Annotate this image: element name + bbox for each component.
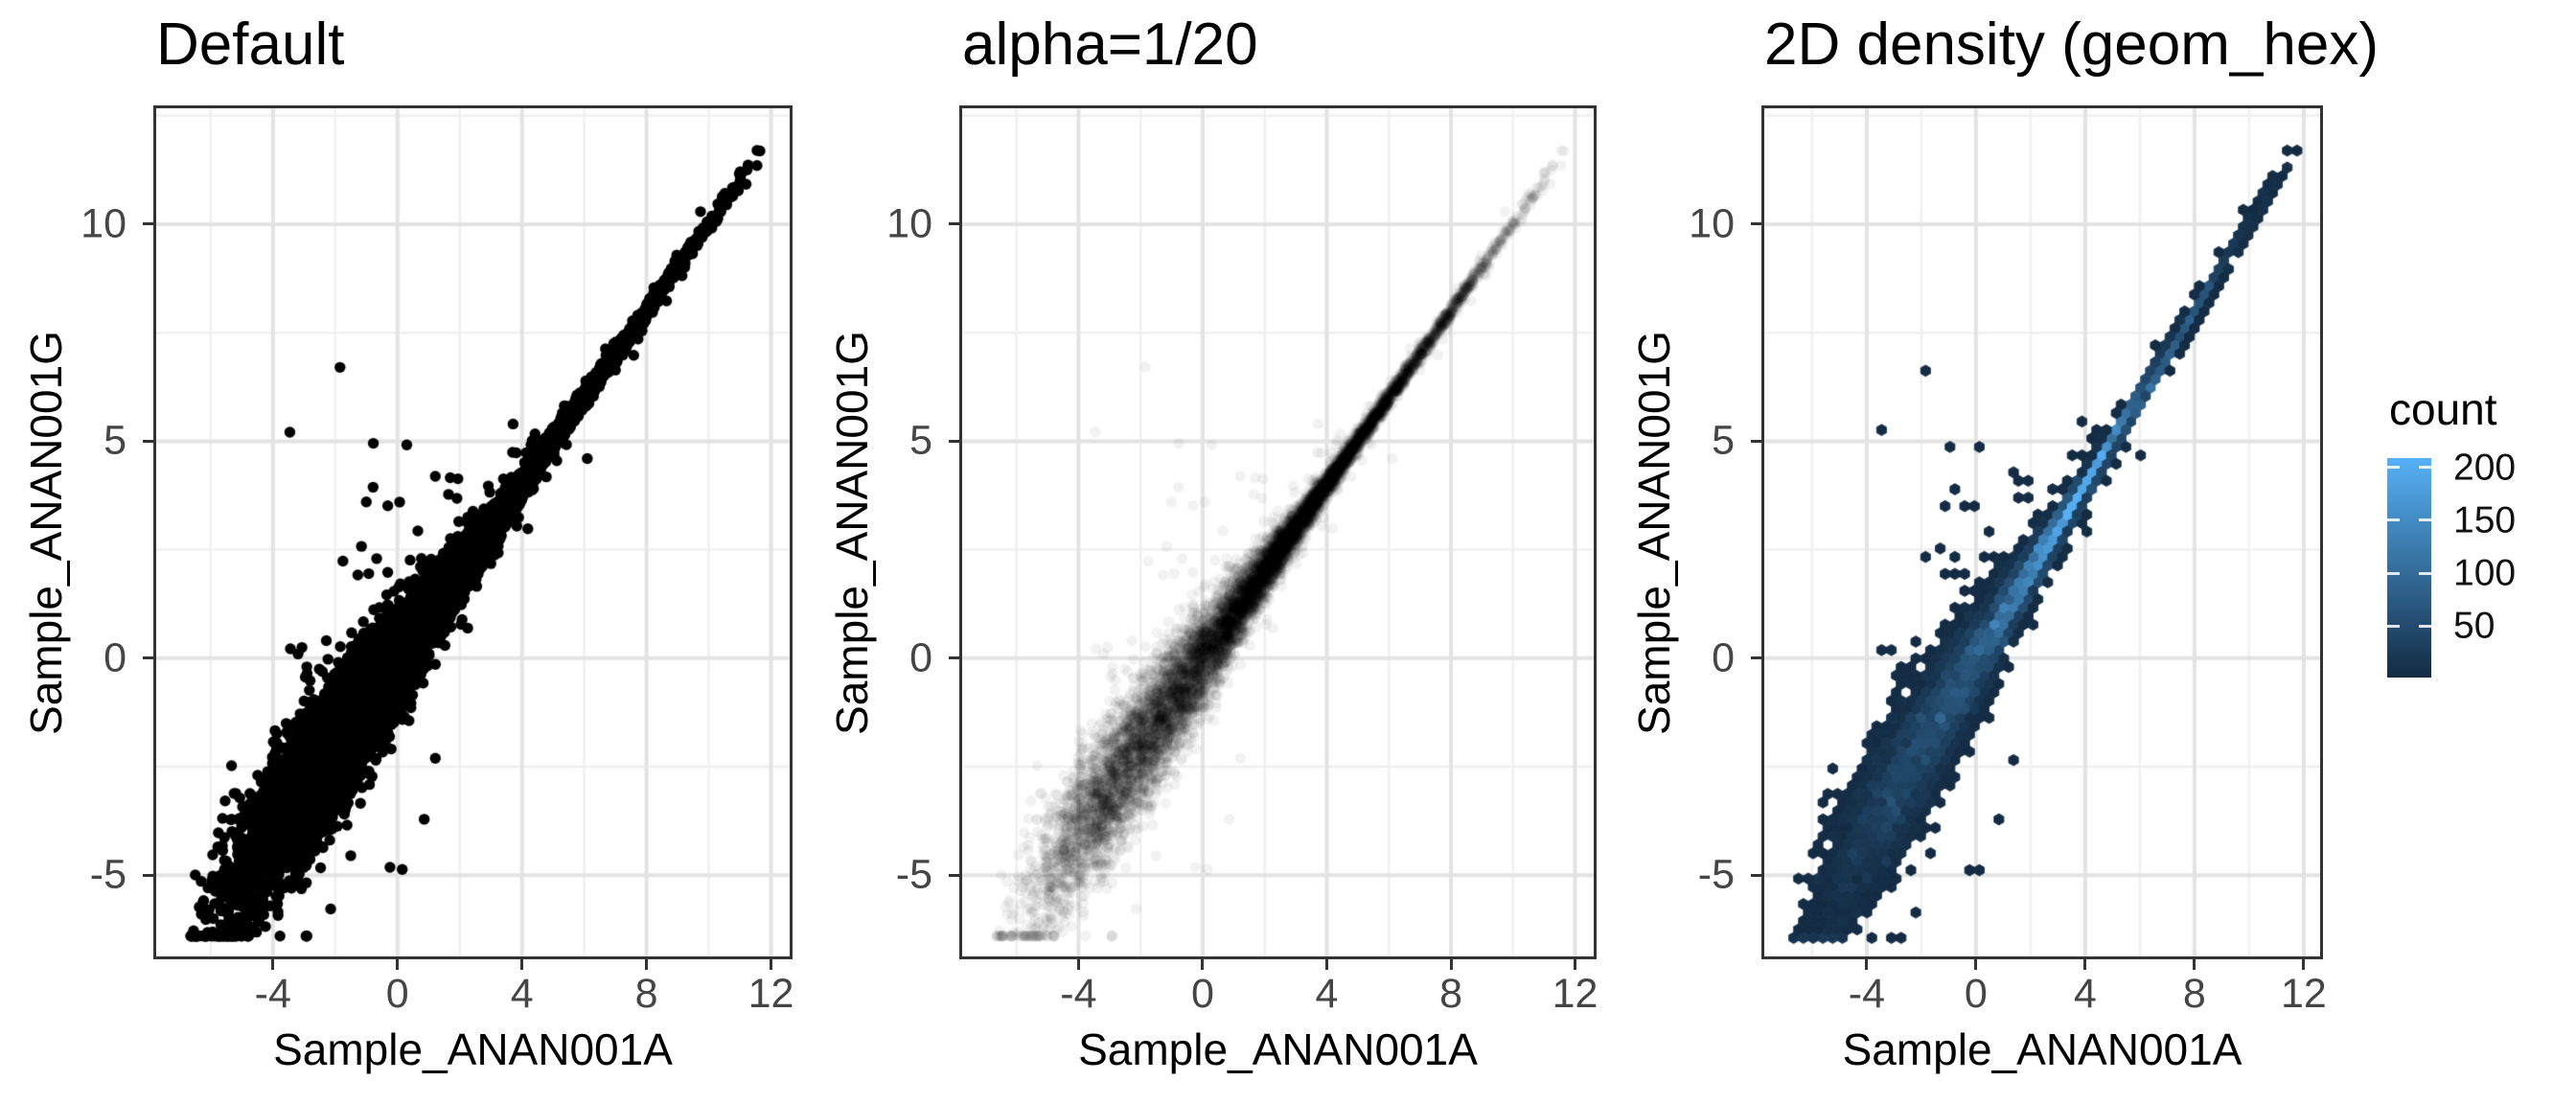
legend-tick-mark — [2419, 466, 2431, 470]
y-axis-tick — [143, 873, 156, 877]
x-axis-tick — [645, 956, 649, 970]
y-axis-tick — [949, 222, 962, 226]
x-axis-tick — [1201, 956, 1205, 970]
y-axis-tick — [143, 656, 156, 660]
y-axis-tick — [949, 656, 962, 660]
y-tick-label: -5 — [89, 851, 126, 898]
x-tick-label: 0 — [1191, 971, 1214, 1017]
y-axis-tick — [949, 873, 962, 877]
y-tick-label: 10 — [80, 200, 126, 247]
legend-tick-mark — [2419, 518, 2431, 522]
y-axis-label: Sample_ANAN001G — [1629, 330, 1679, 735]
x-axis-tick — [1574, 956, 1577, 970]
x-tick-label: 8 — [634, 971, 658, 1017]
x-axis-tick — [1076, 956, 1080, 970]
legend-tick-mark — [2387, 624, 2400, 628]
legend-gradient-bar — [2387, 458, 2431, 678]
y-axis-tick — [1751, 222, 1764, 226]
x-tick-label: 4 — [1315, 971, 1339, 1017]
legend-tick-mark — [2419, 571, 2431, 575]
x-tick-label: 8 — [2182, 971, 2206, 1017]
y-axis-tick — [1751, 873, 1764, 877]
plot-title: alpha=1/20 — [962, 12, 1258, 78]
x-axis-tick — [1974, 956, 1978, 970]
x-axis-tick — [396, 956, 400, 970]
x-axis-tick — [1865, 956, 1869, 970]
y-axis-tick — [949, 439, 962, 443]
y-tick-label: 5 — [1712, 417, 1735, 464]
plot-panel — [153, 105, 793, 959]
legend-tick-label: 150 — [2453, 499, 2517, 541]
y-tick-label: -5 — [1697, 851, 1735, 898]
x-tick-label: -4 — [1848, 971, 1885, 1017]
x-axis-tick — [1449, 956, 1453, 970]
x-tick-label: 4 — [2073, 971, 2097, 1017]
x-tick-label: 0 — [385, 971, 409, 1017]
scatter-canvas-default — [156, 108, 790, 956]
y-tick-label: 0 — [909, 634, 932, 681]
x-tick-label: -4 — [254, 971, 291, 1017]
x-tick-label: -4 — [1060, 971, 1097, 1017]
x-axis-tick — [2083, 956, 2087, 970]
y-axis-tick — [1751, 656, 1764, 660]
plot-panel — [1761, 105, 2323, 959]
y-axis-tick — [1751, 439, 1764, 443]
legend-tick-mark — [2387, 518, 2400, 522]
plot-title: Default — [156, 12, 345, 78]
x-axis-label: Sample_ANAN001A — [1842, 1024, 2242, 1074]
y-tick-label: 10 — [886, 200, 932, 247]
scatter-canvas-alpha — [962, 108, 1594, 956]
legend-tick-label: 200 — [2453, 447, 2517, 489]
x-axis-tick — [2193, 956, 2196, 970]
x-axis-tick — [1325, 956, 1328, 970]
legend-title: count — [2389, 384, 2497, 434]
y-tick-label: 10 — [1689, 200, 1735, 247]
x-tick-label: 4 — [510, 971, 534, 1017]
y-tick-label: 5 — [909, 417, 932, 464]
y-tick-label: -5 — [895, 851, 932, 898]
plot-panel — [959, 105, 1597, 959]
y-tick-label: 5 — [104, 417, 126, 464]
y-axis-tick — [143, 222, 156, 226]
x-tick-label: 12 — [748, 971, 794, 1017]
plot-title: 2D density (geom_hex) — [1764, 12, 2379, 78]
x-axis-label: Sample_ANAN001A — [1078, 1024, 1478, 1074]
x-axis-tick — [520, 956, 524, 970]
legend-tick-label: 50 — [2453, 605, 2496, 647]
y-axis-label: Sample_ANAN001G — [21, 330, 71, 735]
legend-tick-mark — [2387, 466, 2400, 470]
x-axis-tick — [2302, 956, 2306, 970]
y-tick-label: 0 — [104, 634, 126, 681]
x-tick-label: 12 — [2280, 971, 2327, 1017]
y-axis-label: Sample_ANAN001G — [827, 330, 877, 735]
legend-tick-mark — [2387, 571, 2400, 575]
y-axis-tick — [143, 439, 156, 443]
x-axis-label: Sample_ANAN001A — [273, 1024, 673, 1074]
hexbin-canvas — [1764, 108, 2320, 956]
x-tick-label: 0 — [1964, 971, 1988, 1017]
x-tick-label: 8 — [1439, 971, 1462, 1017]
legend-tick-mark — [2419, 624, 2431, 628]
x-axis-tick — [770, 956, 772, 970]
legend-tick-label: 100 — [2453, 552, 2517, 594]
x-tick-label: 12 — [1552, 971, 1598, 1017]
x-axis-tick — [271, 956, 275, 970]
y-tick-label: 0 — [1712, 634, 1735, 681]
